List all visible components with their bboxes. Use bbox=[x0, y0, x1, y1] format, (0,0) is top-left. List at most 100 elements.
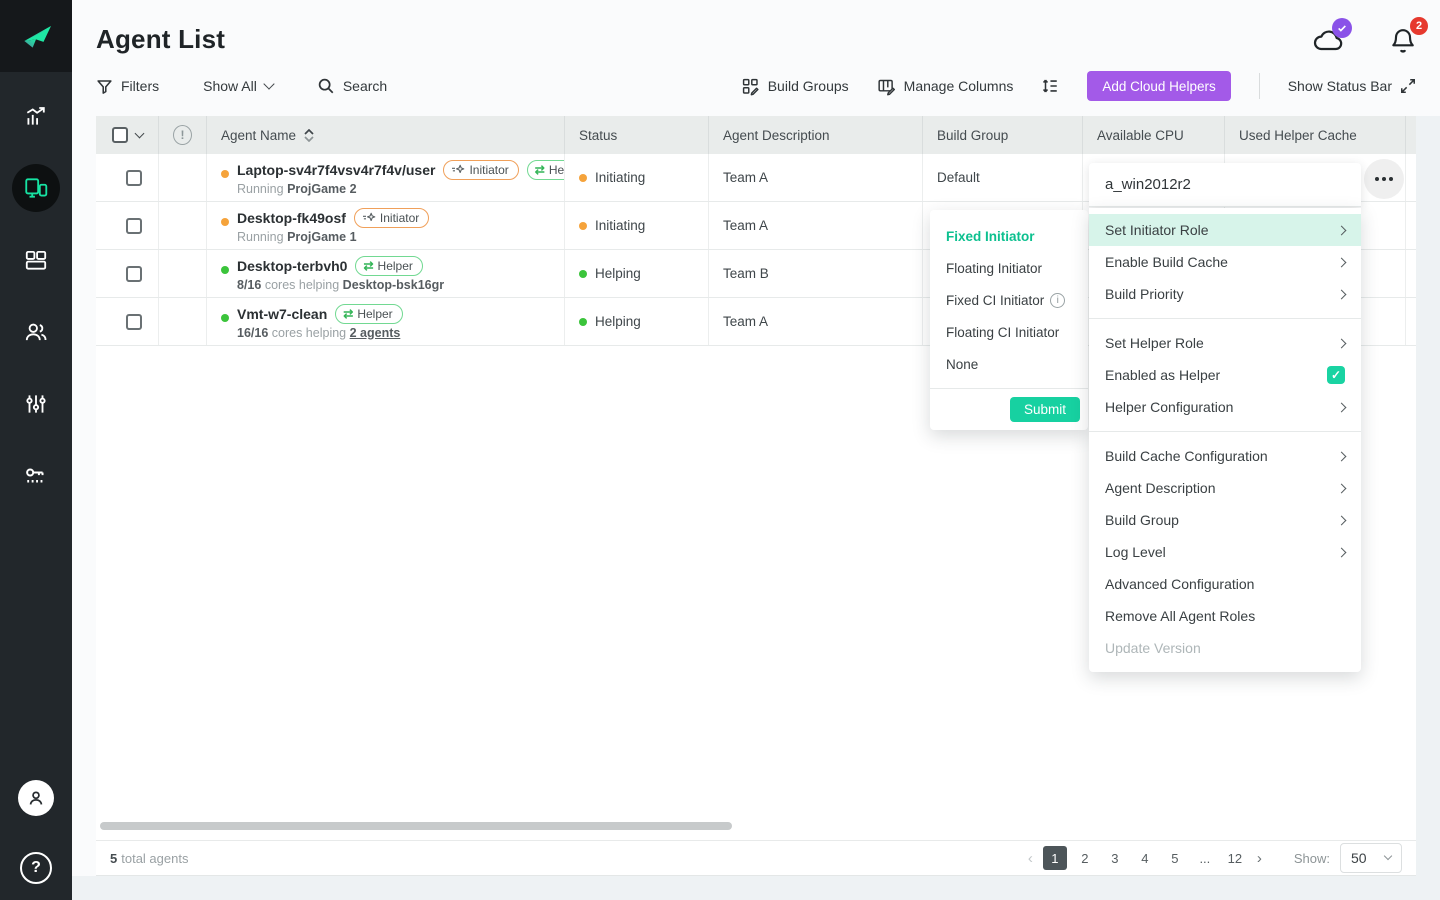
row-more-actions-button[interactable] bbox=[1364, 159, 1404, 199]
show-all-dropdown[interactable]: Show All bbox=[203, 78, 275, 94]
users-icon bbox=[25, 323, 47, 341]
status-label: Initiating bbox=[595, 170, 646, 185]
prev-page-button[interactable]: ‹ bbox=[1027, 849, 1033, 867]
right-margin bbox=[1416, 116, 1440, 876]
sidebar-item-settings[interactable] bbox=[12, 380, 60, 428]
search-button[interactable]: Search bbox=[317, 77, 387, 95]
info-icon[interactable]: i bbox=[1050, 292, 1066, 308]
help-button[interactable]: ? bbox=[20, 852, 52, 884]
row-alert-cell bbox=[159, 154, 207, 201]
menu-item-build-cache-configuration[interactable]: Build Cache Configuration bbox=[1089, 440, 1361, 472]
page-size-select[interactable]: 50 bbox=[1340, 843, 1402, 873]
manage-columns-button[interactable]: Manage Columns bbox=[877, 77, 1013, 96]
page-button-5[interactable]: 5 bbox=[1171, 850, 1179, 866]
agent-name-cell[interactable]: Desktop-terbvh0 ⇄ Helper 8/16 cores help… bbox=[207, 250, 565, 297]
agent-name-header-label: Agent Name bbox=[221, 127, 297, 143]
agent-name: Desktop-fk49osf bbox=[237, 209, 346, 226]
table-row[interactable]: Vmt-w7-clean ⇄ Helper 16/16 cores helpin… bbox=[96, 298, 1416, 346]
status-label: Helping bbox=[595, 266, 641, 281]
description-cell: Team A bbox=[709, 154, 923, 201]
build-group-header-label: Build Group bbox=[937, 127, 1009, 143]
menu-item-enable-build-cache[interactable]: Enable Build Cache bbox=[1089, 246, 1361, 278]
header-build-group[interactable]: Build Group bbox=[923, 116, 1083, 154]
page-ellipsis: ... bbox=[1199, 850, 1211, 866]
menu-item-set-helper-role[interactable]: Set Helper Role bbox=[1089, 327, 1361, 359]
sidebar-item-agents[interactable] bbox=[12, 164, 60, 212]
submenu-arrow-icon bbox=[1336, 515, 1347, 525]
swap-icon: ⇄ bbox=[534, 162, 545, 177]
submenu-item-fixed-initiator[interactable]: Fixed Initiator bbox=[946, 228, 1035, 244]
submenu-item-fixed-ci-initiator[interactable]: Fixed CI Initiator i bbox=[930, 284, 1088, 316]
cloud-status-button[interactable] bbox=[1312, 18, 1352, 58]
submenu-item-floating-initiator[interactable]: Floating Initiator bbox=[946, 260, 1043, 276]
table-row[interactable]: Laptop-sv4r7f4vsv4r7f4v/user Initiator ⇄… bbox=[96, 154, 1416, 202]
show-status-bar-button[interactable]: Show Status Bar bbox=[1288, 78, 1416, 94]
submenu-item-floating-ci-initiator[interactable]: Floating CI Initiator bbox=[946, 324, 1060, 340]
agent-name-cell[interactable]: Vmt-w7-clean ⇄ Helper 16/16 cores helpin… bbox=[207, 298, 565, 345]
user-avatar[interactable] bbox=[18, 780, 54, 816]
sidebar-item-builds[interactable] bbox=[12, 236, 60, 284]
filter-funnel-icon bbox=[97, 79, 112, 94]
submenu-item-none[interactable]: None bbox=[946, 356, 979, 372]
menu-item-helper-configuration[interactable]: Helper Configuration bbox=[1089, 391, 1361, 423]
page-button-12[interactable]: 12 bbox=[1227, 850, 1243, 866]
expand-icon bbox=[1401, 79, 1415, 93]
build-groups-button[interactable]: Build Groups bbox=[741, 77, 849, 96]
toolbar: Filters Show All Search Build Groups bbox=[96, 70, 1416, 102]
row-height-button[interactable] bbox=[1041, 77, 1059, 95]
add-cloud-helpers-button[interactable]: Add Cloud Helpers bbox=[1087, 71, 1231, 101]
header-status[interactable]: Status bbox=[565, 116, 709, 154]
app-logo[interactable] bbox=[0, 0, 72, 72]
page-button-2[interactable]: 2 bbox=[1081, 850, 1089, 866]
helping-agents-link[interactable]: 2 agents bbox=[349, 325, 401, 340]
horizontal-scrollbar[interactable] bbox=[100, 822, 732, 830]
menu-item-advanced-configuration[interactable]: Advanced Configuration bbox=[1105, 576, 1255, 592]
header-available-cpu[interactable]: Available CPU bbox=[1083, 116, 1225, 154]
agent-name-cell[interactable]: Laptop-sv4r7f4vsv4r7f4v/user Initiator ⇄… bbox=[207, 154, 565, 201]
header-agent-description[interactable]: Agent Description bbox=[709, 116, 923, 154]
row-checkbox[interactable] bbox=[126, 169, 142, 186]
row-checkbox[interactable] bbox=[126, 313, 142, 330]
menu-item-build-priority[interactable]: Build Priority bbox=[1089, 278, 1361, 310]
select-all-checkbox[interactable] bbox=[112, 127, 128, 143]
sidebar: ? bbox=[0, 0, 72, 900]
row-checkbox[interactable] bbox=[126, 217, 142, 234]
row-checkbox[interactable] bbox=[126, 265, 142, 282]
header-used-helper-cache[interactable]: Used Helper Cache bbox=[1225, 116, 1406, 154]
submit-button[interactable]: Submit bbox=[1009, 397, 1080, 422]
menu-item-remove-all-agent-roles[interactable]: Remove All Agent Roles bbox=[1105, 608, 1256, 624]
show-status-bar-label: Show Status Bar bbox=[1287, 78, 1392, 94]
page-button-4[interactable]: 4 bbox=[1141, 850, 1149, 866]
analytics-chart-icon bbox=[26, 107, 45, 125]
submenu-arrow-icon bbox=[1336, 402, 1347, 412]
checked-checkbox-icon[interactable]: ✓ bbox=[1327, 366, 1345, 384]
helper-badge: ⇄ Helper bbox=[355, 255, 423, 276]
table-row[interactable]: Desktop-terbvh0 ⇄ Helper 8/16 cores help… bbox=[96, 250, 1416, 298]
context-menu-title: a_win2012r2 bbox=[1089, 163, 1361, 207]
menu-item-enabled-as-helper[interactable]: Enabled as Helper ✓ bbox=[1089, 359, 1361, 391]
agent-name-cell[interactable]: Desktop-fk49osf Initiator Running ProjGa… bbox=[207, 202, 565, 249]
menu-item-build-group[interactable]: Build Group bbox=[1089, 504, 1361, 536]
menu-item-log-level[interactable]: Log Level bbox=[1089, 536, 1361, 568]
sort-icon[interactable] bbox=[304, 128, 314, 142]
sidebar-item-users[interactable] bbox=[12, 308, 60, 356]
menu-item-agent-description[interactable]: Agent Description bbox=[1089, 472, 1361, 504]
menu-item-update-version: Update Version bbox=[1105, 640, 1201, 656]
status-dot bbox=[579, 173, 587, 182]
header-agent-name[interactable]: Agent Name bbox=[207, 116, 565, 154]
next-page-button[interactable]: › bbox=[1256, 849, 1262, 867]
submenu-arrow-icon bbox=[1336, 547, 1347, 557]
sidebar-item-licenses[interactable] bbox=[12, 452, 60, 500]
page-button-1[interactable]: 1 bbox=[1042, 846, 1067, 870]
notifications-button[interactable]: 2 bbox=[1386, 17, 1428, 58]
total-agents-label: 5 total agents bbox=[110, 850, 189, 866]
used-helper-cache-cell bbox=[1225, 298, 1406, 345]
select-menu-chevron-icon[interactable] bbox=[134, 128, 145, 138]
agent-status-dot bbox=[221, 314, 229, 322]
table-row[interactable]: Desktop-fk49osf Initiator Running ProjGa… bbox=[96, 202, 1416, 250]
row-height-icon bbox=[1043, 79, 1058, 93]
page-button-3[interactable]: 3 bbox=[1111, 850, 1119, 866]
sidebar-item-analytics[interactable] bbox=[12, 92, 60, 140]
menu-item-set-initiator-role[interactable]: Set Initiator Role bbox=[1089, 214, 1361, 246]
filters-button[interactable]: Filters bbox=[96, 78, 159, 95]
